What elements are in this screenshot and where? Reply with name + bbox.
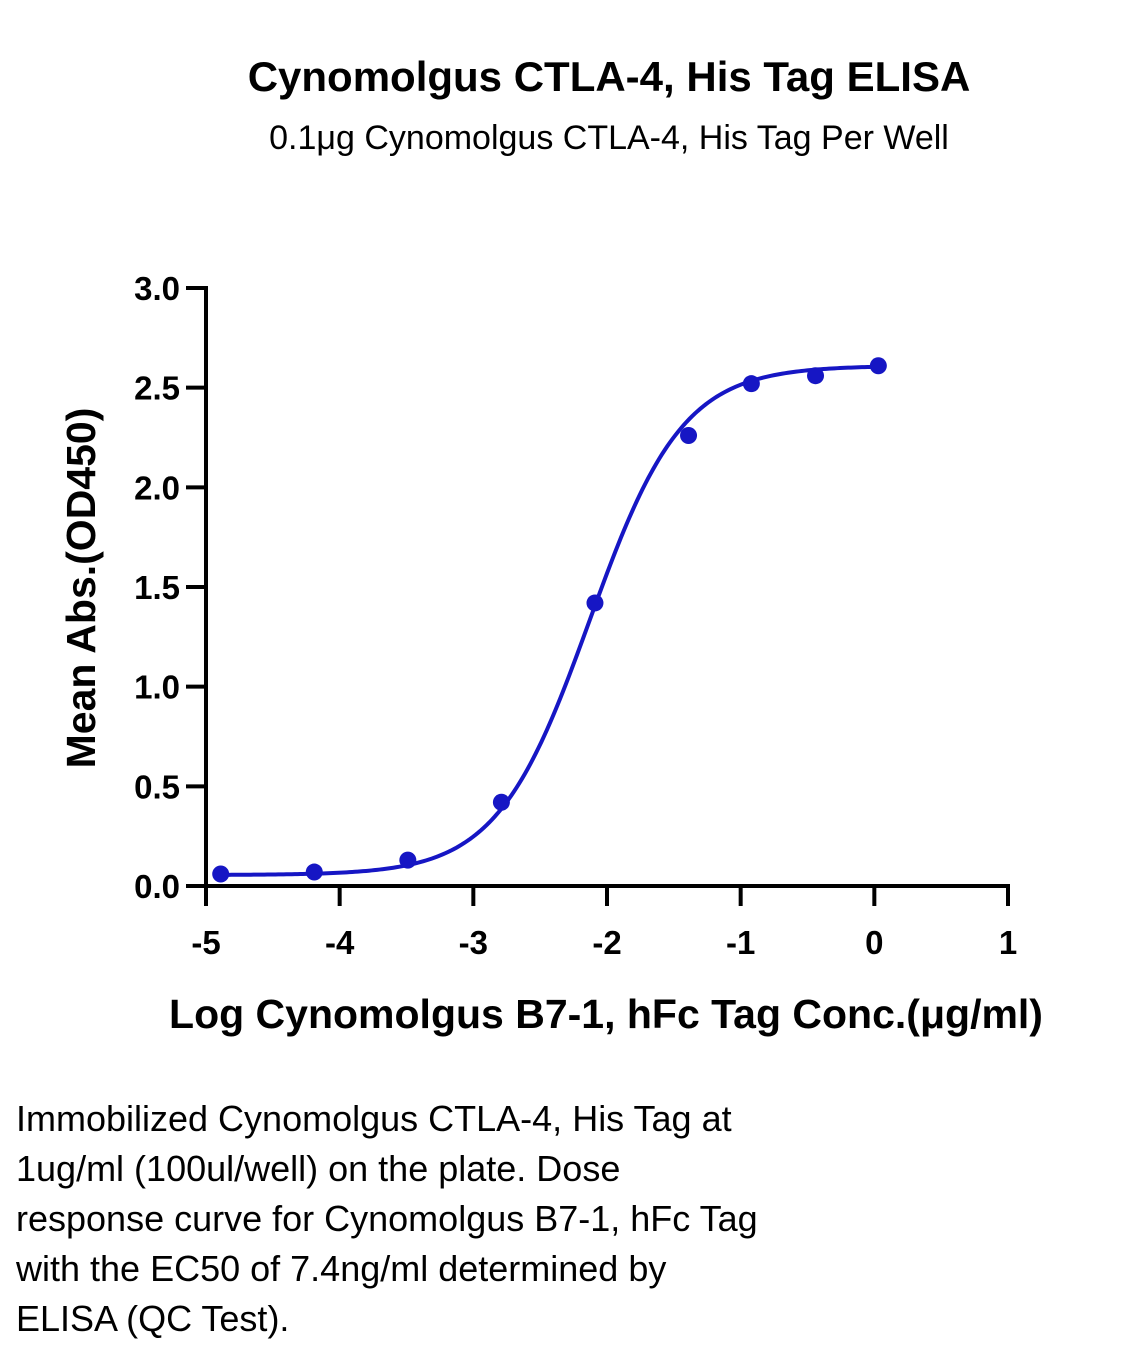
x-tick-label: -2 bbox=[592, 924, 621, 961]
plot-area: 0.0 0.5 1.0 1.5 2.0 2.5 3.0 -5 -4 -3 -2 -1 0 1 Mean … bbox=[58, 270, 1043, 1037]
y-tick-label: 0.0 bbox=[134, 868, 180, 905]
data-point bbox=[399, 851, 417, 869]
data-point bbox=[807, 367, 825, 385]
y-tick-label: 0.5 bbox=[134, 768, 180, 805]
x-tick-label: 1 bbox=[999, 924, 1017, 961]
data-point bbox=[869, 357, 887, 375]
y-tick-label: 2.0 bbox=[134, 469, 180, 506]
chart-title: Cynomolgus CTLA-4, His Tag ELISA bbox=[247, 53, 971, 100]
fit-curve bbox=[220, 364, 879, 877]
data-point bbox=[680, 427, 698, 445]
y-tick-label: 1.0 bbox=[134, 669, 180, 706]
x-axis: -5 -4 -3 -2 -1 0 1 bbox=[191, 884, 1017, 961]
chart-subtitle: 0.1μg Cynomolgus CTLA-4, His Tag Per Wel… bbox=[269, 119, 949, 157]
caption: Immobilized Cynomolgus CTLA-4, His Tag a… bbox=[16, 1094, 1016, 1344]
x-tick-label: -3 bbox=[459, 924, 488, 961]
data-point bbox=[492, 793, 510, 811]
y-axis-title: Mean Abs.(OD450) bbox=[58, 408, 104, 769]
caption-line: ELISA (QC Test). bbox=[16, 1298, 290, 1339]
y-tick-label: 2.5 bbox=[134, 370, 180, 407]
caption-line: response curve for Cynomolgus B7-1, hFc … bbox=[16, 1198, 758, 1239]
x-tick-label: -5 bbox=[191, 924, 220, 961]
data-point bbox=[586, 594, 604, 612]
caption-line: 1ug/ml (100ul/well) on the plate. Dose bbox=[16, 1148, 621, 1189]
caption-line: with the EC50 of 7.4ng/ml determined by bbox=[16, 1248, 667, 1289]
y-tick-label: 1.5 bbox=[134, 569, 180, 606]
x-tick-label: -1 bbox=[726, 924, 755, 961]
x-axis-title: Log Cynomolgus B7-1, hFc Tag Conc.(μg/ml… bbox=[169, 991, 1043, 1037]
data-point bbox=[742, 375, 760, 393]
data-point bbox=[305, 863, 323, 881]
x-tick-label: 0 bbox=[865, 924, 883, 961]
y-tick-label: 3.0 bbox=[134, 270, 180, 307]
y-axis: 0.0 0.5 1.0 1.5 2.0 2.5 3.0 bbox=[134, 270, 208, 905]
caption-line: Immobilized Cynomolgus CTLA-4, His Tag a… bbox=[16, 1098, 732, 1139]
data-points bbox=[212, 357, 887, 883]
data-point bbox=[212, 865, 230, 883]
x-tick-label: -4 bbox=[325, 924, 355, 961]
